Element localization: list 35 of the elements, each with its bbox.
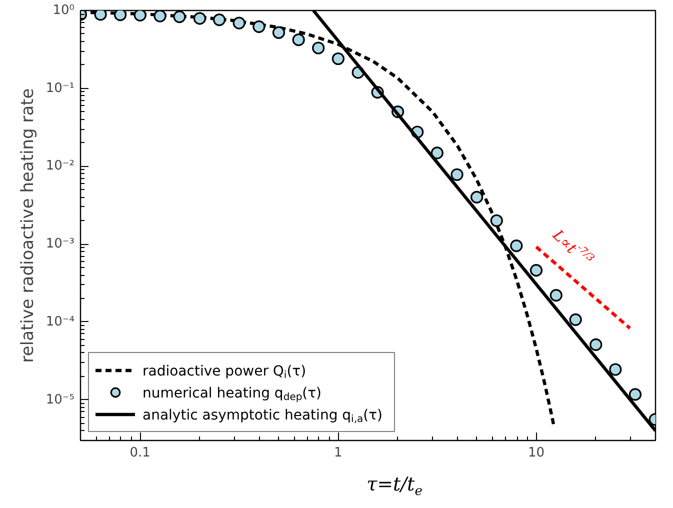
point: [312, 42, 325, 54]
point: [173, 10, 186, 24]
y-tick-label: 10⁻¹: [46, 80, 75, 96]
point: [470, 190, 484, 204]
x-tick-label: 1: [334, 446, 342, 460]
point: [232, 16, 246, 30]
point: [510, 240, 523, 252]
x-tick-label: 0.1: [130, 446, 150, 460]
y-axis-title: relative radioactive heating rate: [18, 88, 38, 363]
y-tick-label: 10⁻²: [46, 158, 75, 174]
point: [154, 10, 166, 22]
annotation: L∝t-7/3: [548, 225, 596, 264]
point: [193, 12, 206, 25]
x-tick-label: 10: [528, 446, 545, 460]
point: [530, 264, 543, 277]
point: [430, 146, 444, 160]
y-tick-label: 10⁰: [52, 3, 75, 18]
point: [114, 10, 127, 22]
point: [252, 20, 266, 33]
point: [332, 52, 344, 66]
point: [450, 168, 464, 181]
y-tick-label: 10⁻⁵: [46, 392, 75, 408]
y-tick-label: 10⁻³: [46, 236, 75, 252]
point: [628, 388, 642, 401]
point: [569, 313, 582, 326]
point: [550, 288, 562, 302]
point: [212, 13, 226, 26]
point: [94, 10, 107, 21]
point: [292, 34, 305, 46]
point: [272, 26, 286, 39]
point: [490, 214, 503, 227]
point: [134, 10, 146, 22]
y-tick-label: 10⁻⁴: [46, 314, 75, 330]
point: [609, 363, 622, 376]
point: [590, 338, 602, 351]
